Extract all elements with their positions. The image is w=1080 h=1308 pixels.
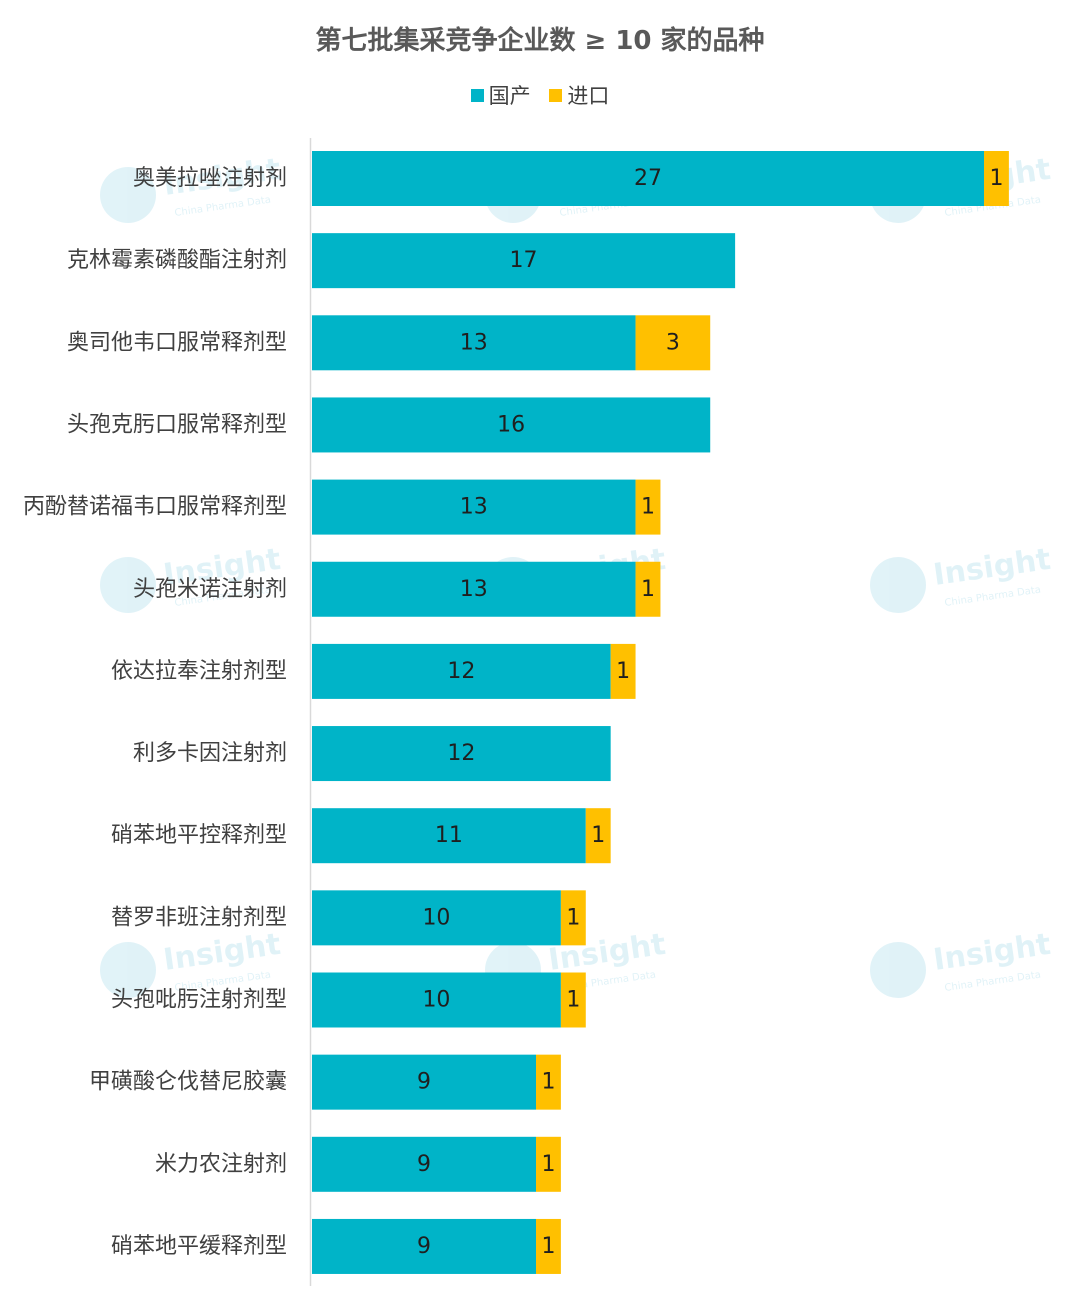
bar-imported (560, 890, 586, 946)
data-label-domestic: 11 (435, 823, 463, 848)
category-label: 甲磺酸仑伐替尼胶囊 (89, 1070, 287, 1095)
legend: 国产 进口 (0, 80, 1080, 110)
data-label-imported: 1 (541, 1070, 555, 1095)
data-label-domestic: 9 (417, 1234, 431, 1259)
category-label: 替罗非班注射剂型 (111, 905, 287, 930)
data-label-imported: 1 (989, 166, 1003, 191)
data-label-domestic: 27 (634, 166, 662, 191)
data-label-imported: 3 (666, 330, 680, 355)
data-label-imported: 1 (566, 988, 580, 1013)
watermark-logo-icon (100, 167, 156, 223)
data-label-domestic: 9 (417, 1070, 431, 1095)
category-label: 米力农注射剂 (155, 1152, 287, 1177)
data-label-imported: 1 (616, 659, 630, 684)
watermark-logo-icon (100, 557, 156, 613)
data-label-domestic: 13 (460, 577, 488, 602)
bar-imported (536, 1218, 561, 1274)
bar-domestic (312, 561, 636, 617)
category-label: 奥司他韦口服常释剂型 (67, 330, 287, 355)
legend-item-domestic: 国产 (470, 80, 531, 110)
bar-domestic (312, 315, 636, 371)
bar-domestic (312, 972, 561, 1028)
bar-domestic (312, 397, 711, 453)
bar-imported (560, 972, 586, 1028)
bar-domestic (312, 643, 611, 699)
category-label: 头孢米诺注射剂 (133, 577, 287, 602)
category-label: 依达拉奉注射剂型 (111, 659, 287, 684)
category-label: 硝苯地平控释剂型 (111, 823, 287, 848)
bar-domestic (312, 1054, 536, 1110)
data-label-imported: 1 (566, 905, 580, 930)
bar-domestic (312, 233, 736, 289)
watermark-logo-icon (870, 557, 926, 613)
data-label-domestic: 9 (417, 1152, 431, 1177)
data-label-imported: 1 (641, 577, 655, 602)
bar-imported (536, 1054, 561, 1110)
data-label-domestic: 13 (460, 495, 488, 520)
data-label-imported: 1 (591, 823, 605, 848)
data-label-domestic: 10 (422, 905, 450, 930)
data-label-domestic: 13 (460, 330, 488, 355)
bar-domestic (312, 151, 984, 206)
bar-imported (984, 151, 1009, 206)
watermark-logo-icon (870, 942, 926, 998)
category-label: 利多卡因注射剂 (133, 741, 287, 766)
data-label-domestic: 10 (422, 988, 450, 1013)
bar-imported (536, 1136, 561, 1192)
legend-label-imported: 进口 (567, 84, 610, 108)
data-label-imported: 1 (541, 1152, 555, 1177)
data-label-domestic: 12 (447, 659, 475, 684)
legend-swatch-imported (549, 89, 563, 102)
category-label: 硝苯地平缓释剂型 (111, 1234, 287, 1259)
legend-swatch-domestic (470, 89, 484, 102)
bar-imported (635, 315, 711, 371)
data-label-domestic: 12 (447, 741, 475, 766)
bar-domestic (312, 808, 586, 864)
category-label: 头孢克肟口服常释剂型 (67, 412, 287, 437)
bar-imported (610, 643, 636, 699)
bar-imported (585, 808, 611, 864)
category-label: 丙酚替诺福韦口服常释剂型 (23, 495, 287, 520)
bar-domestic (312, 479, 636, 535)
data-label-domestic: 16 (497, 412, 525, 437)
bar-domestic (312, 1218, 536, 1274)
data-label-imported: 1 (541, 1234, 555, 1259)
category-label: 头孢吡肟注射剂型 (111, 988, 287, 1013)
bar-domestic (312, 1136, 536, 1192)
category-label: 奥美拉唑注射剂 (133, 166, 287, 191)
watermark-logo-icon (100, 942, 156, 998)
legend-item-imported: 进口 (549, 80, 609, 110)
bar-domestic (312, 890, 561, 946)
data-label-domestic: 17 (510, 248, 538, 273)
bar-imported (635, 561, 661, 617)
legend-label-domestic: 国产 (488, 84, 531, 108)
category-label: 克林霉素磷酸酯注射剂 (67, 248, 287, 273)
bar-imported (635, 479, 661, 535)
data-label-imported: 1 (641, 495, 655, 520)
bar-domestic (312, 726, 611, 782)
chart-title: 第七批集采竞争企业数 ≥ 10 家的品种 (315, 26, 765, 56)
